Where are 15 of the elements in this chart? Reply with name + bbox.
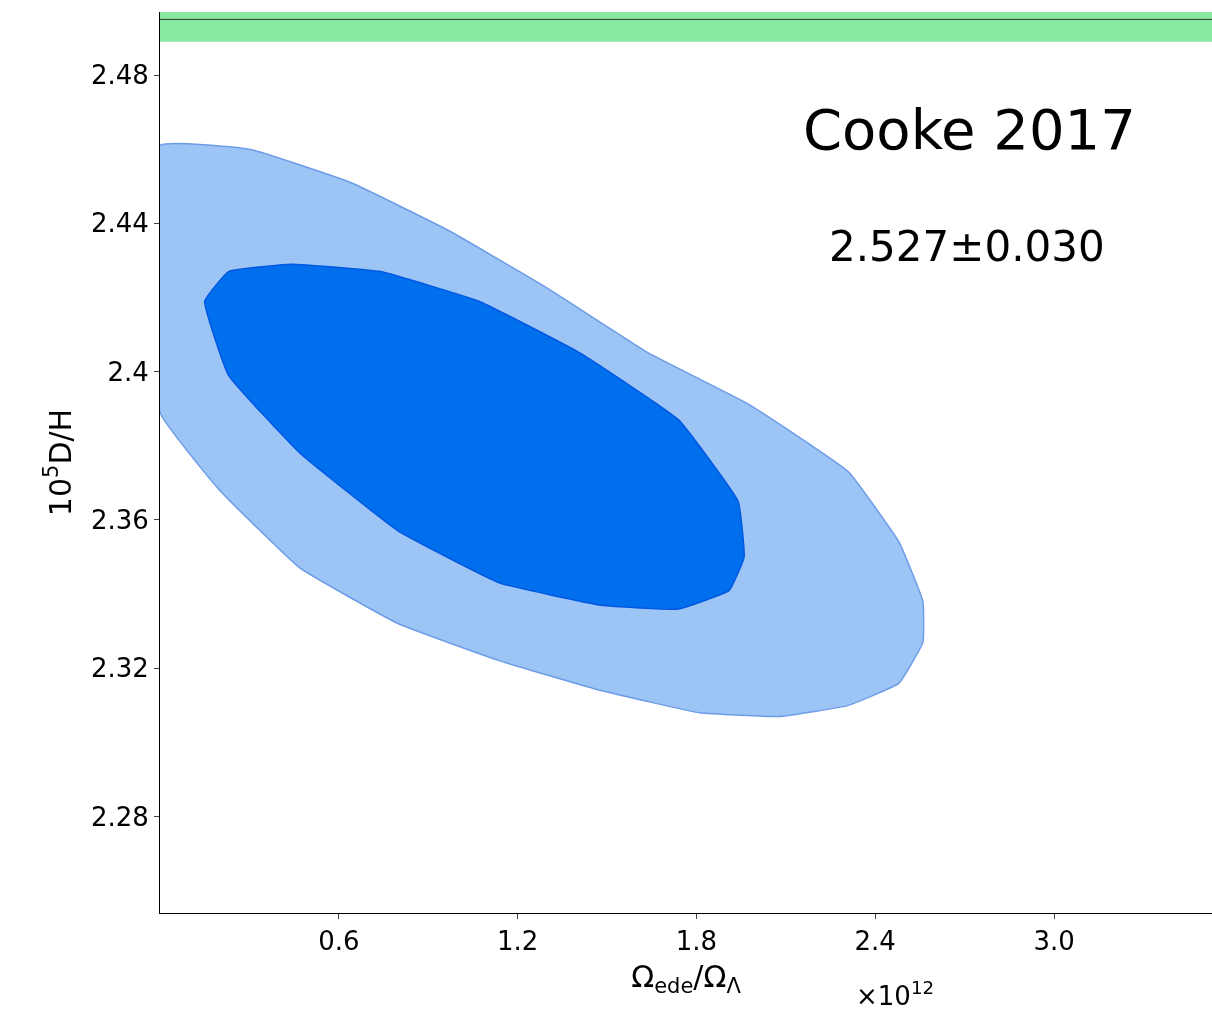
y-tick-label: 2.32 <box>90 653 149 684</box>
x-tick-label: 0.6 <box>318 926 360 957</box>
x-tick-label: 1.8 <box>675 926 718 957</box>
y-tick-label: 2.36 <box>90 505 149 536</box>
y-tick-label: 2.48 <box>90 60 149 91</box>
y-tick-label: 2.4 <box>107 356 149 387</box>
x-tick-label: 3.0 <box>1033 926 1075 957</box>
x-tick-label: 2.4 <box>854 926 896 957</box>
x-tick-label: 1.2 <box>496 926 539 957</box>
text: ×10$^{12}$ <box>856 977 935 1011</box>
annotation: 2.527±0.030 <box>829 222 1105 271</box>
annotation: Cooke 2017 <box>803 97 1136 162</box>
y-tick-label: 2.44 <box>90 208 149 239</box>
y-tick-label: 2.28 <box>90 801 149 832</box>
x-axis-title: Ω$_{ede}$/Ω$_{Λ}$ <box>631 958 742 998</box>
